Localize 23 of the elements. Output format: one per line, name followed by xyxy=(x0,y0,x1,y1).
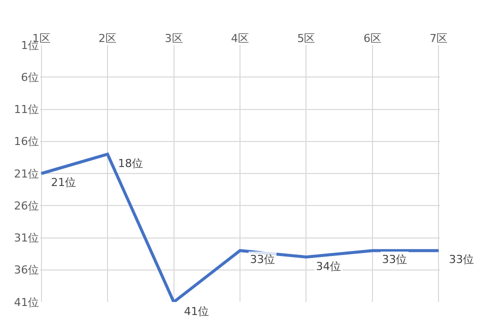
line-series xyxy=(40,152,440,302)
x-tick-label: 2区 xyxy=(98,32,117,45)
data-label: 33位 xyxy=(250,253,275,266)
x-tick-label: 7区 xyxy=(430,32,448,45)
y-tick-label: 41位 xyxy=(14,296,39,309)
data-label: 33位 xyxy=(449,253,474,266)
x-tick-label: 4区 xyxy=(231,32,249,45)
y-tick-label: 1位 xyxy=(21,38,39,52)
data-label: 33位 xyxy=(382,253,407,266)
y-tick-label: 21位 xyxy=(14,167,39,180)
y-tick-label: 36位 xyxy=(14,264,39,277)
x-tick-label: 6区 xyxy=(363,32,382,45)
y-tick-label: 6位 xyxy=(21,70,39,84)
data-label: 18位 xyxy=(118,157,143,170)
data-label: 41位 xyxy=(184,305,209,318)
y-tick-label: 16位 xyxy=(14,135,39,148)
y-tick-label: 26位 xyxy=(14,199,39,212)
x-tick-label: 5区 xyxy=(297,32,316,45)
x-tick-label: 3区 xyxy=(164,32,183,45)
y-tick-label: 11位 xyxy=(14,103,39,116)
y-tick-label: 31位 xyxy=(14,232,39,245)
data-label: 34位 xyxy=(316,260,341,273)
data-label: 21位 xyxy=(51,176,76,189)
